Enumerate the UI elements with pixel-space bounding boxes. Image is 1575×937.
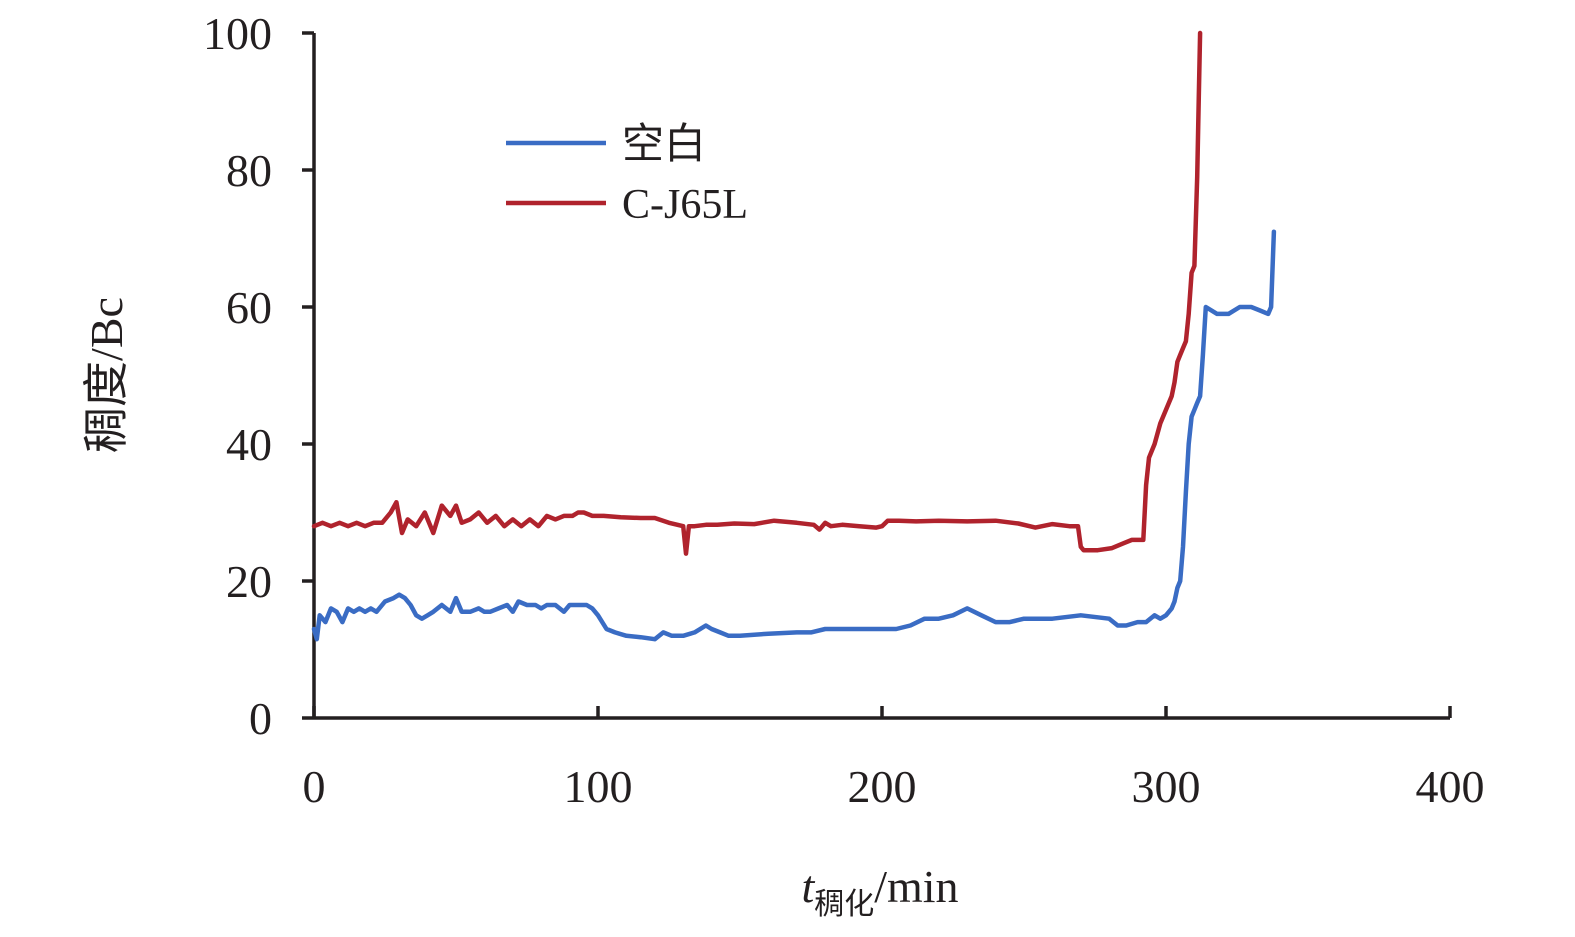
y-tick-label: 40 [226, 419, 272, 470]
y-tick-label: 20 [226, 556, 272, 607]
x-tick-label: 0 [303, 761, 326, 812]
axis-titles: 稠度/Bc t稠化/min [81, 297, 959, 921]
series-layer [311, 30, 1277, 642]
series-line-c-j65l [311, 30, 1203, 556]
y-axis-title: 稠度/Bc [81, 297, 132, 453]
x-tick-label: 200 [848, 761, 917, 812]
x-tick-label: 300 [1132, 761, 1201, 812]
x-axis-title-main: t [801, 861, 815, 912]
y-tick-label: 80 [226, 145, 272, 196]
x-axis-title-subscript: 稠化 [814, 888, 874, 921]
x-axis-title-unit: /min [874, 861, 958, 912]
x-axis-title: t稠化/min [801, 861, 958, 921]
y-tick-label: 60 [226, 282, 272, 333]
x-tick-label: 100 [564, 761, 633, 812]
legend-label: 空白 [622, 121, 706, 168]
legend-label: C-J65L [622, 182, 748, 228]
x-tick-label: 400 [1416, 761, 1485, 812]
series-line-blank [311, 229, 1277, 642]
axes: 0 20 40 60 80 100 0 100 200 300 400 [203, 8, 1485, 812]
y-tick-label: 100 [203, 8, 272, 59]
y-tick-label: 0 [249, 693, 272, 744]
legend: 空白 C-J65L [506, 121, 748, 228]
